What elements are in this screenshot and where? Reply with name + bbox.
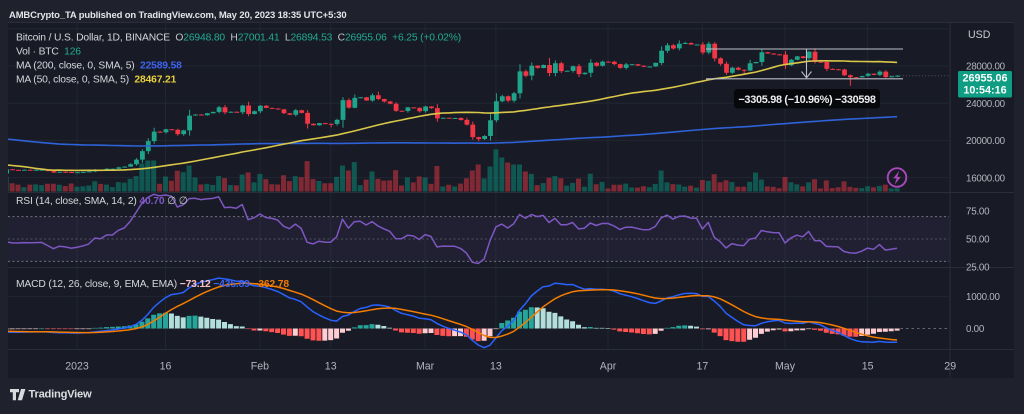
svg-text:15: 15 xyxy=(862,361,874,373)
svg-text:10:54:16: 10:54:16 xyxy=(963,85,1006,97)
svg-text:24000.00: 24000.00 xyxy=(966,99,1006,110)
svg-text:Vol · BTC 126: Vol · BTC 126 xyxy=(16,47,81,58)
svg-text:2023: 2023 xyxy=(65,361,89,373)
svg-text:Apr: Apr xyxy=(600,361,617,373)
svg-text:MACD (12, 26, close, 9, EMA, E: MACD (12, 26, close, 9, EMA, EMA) −73.12… xyxy=(16,279,289,290)
svg-text:AMBCrypto_TA published on Trad: AMBCrypto_TA published on TradingView.co… xyxy=(9,10,346,21)
svg-text:17: 17 xyxy=(697,361,709,373)
svg-text:13: 13 xyxy=(325,361,337,373)
svg-text:MA (50, close, 0, SMA, 5) 284: MA (50, close, 0, SMA, 5) 28467.21 xyxy=(16,75,177,86)
svg-text:16: 16 xyxy=(160,361,172,373)
svg-text:50.00: 50.00 xyxy=(966,235,990,246)
svg-text:Mar: Mar xyxy=(416,361,435,373)
svg-text:20000.00: 20000.00 xyxy=(966,136,1006,147)
svg-text:28000.00: 28000.00 xyxy=(966,62,1006,73)
svg-text:Bitcoin / U.S. Dollar, 1D, BIN: Bitcoin / U.S. Dollar, 1D, BINANCE O2694… xyxy=(16,33,461,44)
svg-text:MA (200, close, 0, SMA, 5) 22: MA (200, close, 0, SMA, 5) 22589.58 xyxy=(16,61,182,72)
svg-text:RSI (14, close, SMA, 14, 2) 40: RSI (14, close, SMA, 14, 2) 40.70 ∅ ∅ xyxy=(16,196,188,207)
svg-text:25.00: 25.00 xyxy=(966,263,990,274)
svg-text:29: 29 xyxy=(944,361,956,373)
svg-text:USD: USD xyxy=(968,29,991,41)
svg-text:26955.06: 26955.06 xyxy=(962,73,1007,85)
svg-text:TradingView: TradingView xyxy=(29,389,92,401)
svg-text:16000.00: 16000.00 xyxy=(966,173,1006,184)
svg-text:0.00: 0.00 xyxy=(966,324,985,335)
svg-text:75.00: 75.00 xyxy=(966,207,990,218)
svg-text:May: May xyxy=(775,361,796,373)
svg-text:1000.00: 1000.00 xyxy=(966,292,1000,303)
svg-text:13: 13 xyxy=(490,361,502,373)
svg-text:−3305.98 (−10.96%) −330598: −3305.98 (−10.96%) −330598 xyxy=(738,94,875,106)
svg-text:Feb: Feb xyxy=(251,361,269,373)
